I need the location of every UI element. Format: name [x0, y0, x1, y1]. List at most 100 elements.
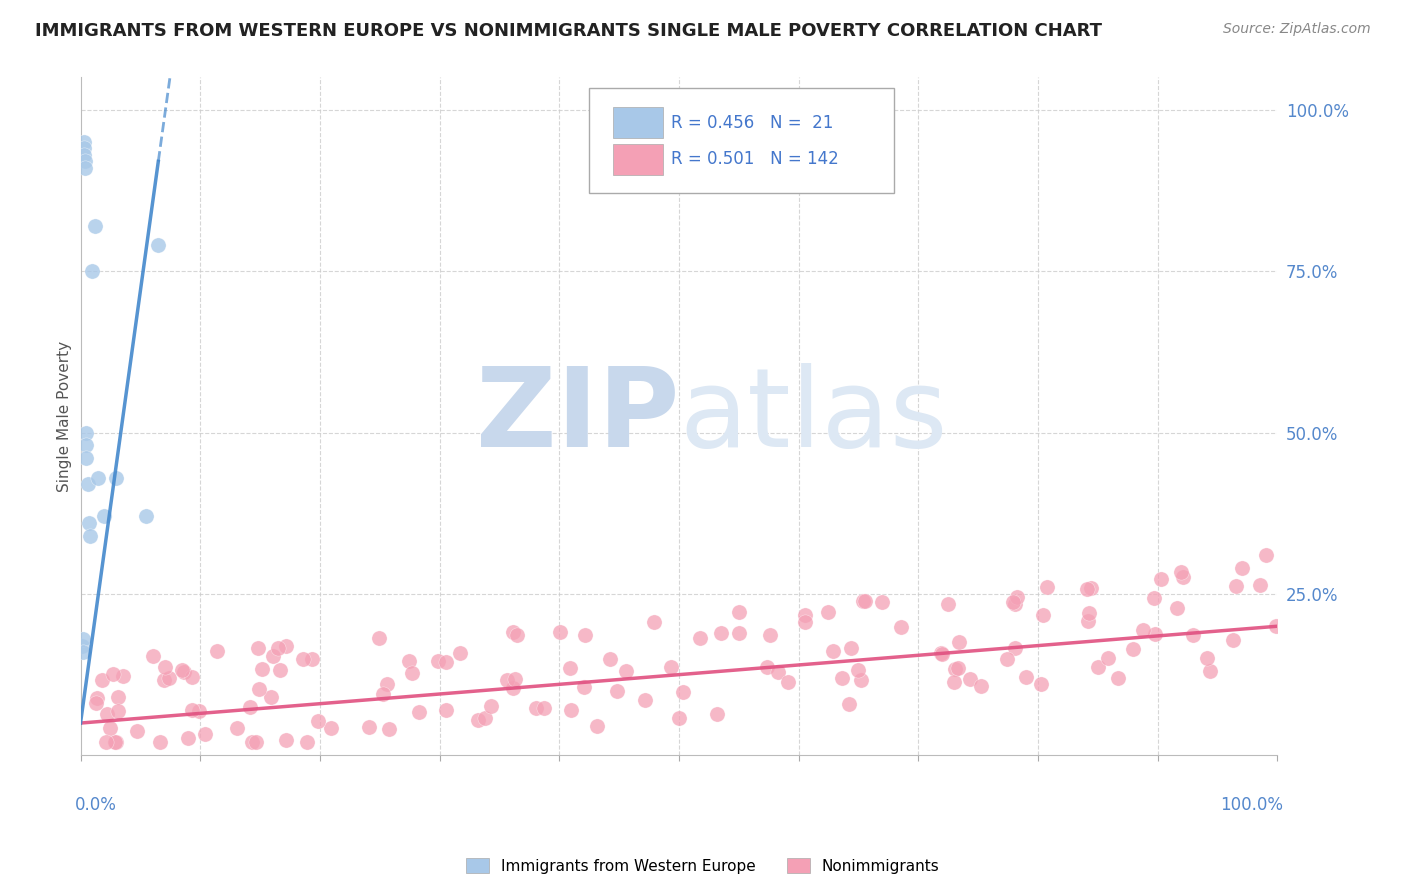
Point	[70, 639, 93, 653]
Point	[181, 702, 204, 716]
Point	[728, 605, 751, 619]
Point	[706, 706, 728, 721]
Text: R = 0.501   N = 142: R = 0.501 N = 142	[671, 151, 838, 169]
Point	[560, 703, 582, 717]
Point	[90, 673, 112, 687]
Point	[1076, 582, 1098, 596]
Text: Source: ZipAtlas.com: Source: ZipAtlas.com	[1223, 22, 1371, 37]
Point	[76, 451, 98, 466]
Point	[852, 594, 875, 608]
Point	[135, 509, 157, 524]
Point	[79, 529, 101, 543]
FancyBboxPatch shape	[589, 87, 894, 193]
Point	[995, 652, 1018, 666]
Point	[823, 644, 845, 658]
Point	[267, 640, 290, 655]
Point	[502, 625, 524, 640]
Point	[1032, 608, 1054, 623]
Point	[728, 626, 751, 640]
Text: 100.0%: 100.0%	[1220, 796, 1284, 814]
Point	[75, 154, 97, 169]
Point	[1077, 614, 1099, 628]
Point	[125, 723, 148, 738]
Point	[643, 615, 665, 629]
Point	[250, 662, 273, 676]
Point	[1087, 660, 1109, 674]
Point	[269, 664, 291, 678]
Point	[239, 699, 262, 714]
Point	[260, 690, 283, 704]
Point	[849, 673, 872, 688]
Point	[1004, 597, 1026, 611]
Point	[105, 471, 128, 485]
Point	[434, 655, 457, 669]
Point	[794, 615, 817, 629]
Point	[1230, 561, 1253, 575]
Point	[503, 672, 526, 686]
Point	[574, 628, 596, 642]
Point	[1015, 670, 1038, 684]
Point	[870, 595, 893, 609]
Point	[245, 735, 267, 749]
Point	[599, 652, 621, 666]
Point	[1080, 581, 1102, 595]
Point	[375, 677, 398, 691]
Point	[759, 628, 782, 642]
Point	[449, 646, 471, 660]
Point	[181, 670, 204, 684]
Point	[586, 718, 609, 732]
Point	[853, 594, 876, 608]
Point	[177, 731, 200, 745]
Point	[668, 711, 690, 725]
Point	[1035, 580, 1057, 594]
Point	[107, 690, 129, 704]
Point	[839, 640, 862, 655]
Point	[408, 705, 430, 719]
Point	[72, 645, 94, 659]
Point	[96, 735, 118, 749]
Point	[153, 659, 176, 673]
Text: IMMIGRANTS FROM WESTERN EUROPE VS NONIMMIGRANTS SINGLE MALE POVERTY CORRELATION : IMMIGRANTS FROM WESTERN EUROPE VS NONIMM…	[35, 22, 1102, 40]
Point	[560, 661, 582, 675]
Point	[936, 597, 959, 611]
Point	[398, 654, 420, 668]
Point	[292, 652, 315, 666]
Point	[148, 238, 170, 252]
Point	[1097, 650, 1119, 665]
Point	[1122, 641, 1144, 656]
Point	[710, 626, 733, 640]
Point	[205, 644, 228, 658]
Point	[689, 631, 711, 645]
Point	[943, 674, 966, 689]
Point	[319, 721, 342, 735]
Point	[614, 664, 637, 678]
Point	[1181, 628, 1204, 642]
Point	[427, 654, 450, 668]
Point	[672, 685, 695, 699]
Point	[76, 438, 98, 452]
Point	[467, 713, 489, 727]
Point	[83, 219, 105, 233]
Point	[931, 647, 953, 661]
Point	[301, 652, 323, 666]
Text: R = 0.456   N =  21: R = 0.456 N = 21	[671, 114, 832, 132]
Point	[846, 663, 869, 677]
Point	[1107, 671, 1129, 685]
Point	[970, 679, 993, 693]
Point	[1166, 601, 1188, 615]
Point	[307, 714, 329, 729]
Point	[506, 627, 529, 641]
Point	[1195, 651, 1218, 665]
Point	[929, 646, 952, 660]
Point	[152, 673, 174, 687]
Point	[378, 722, 401, 736]
Point	[247, 640, 270, 655]
Point	[73, 141, 96, 155]
Point	[111, 669, 134, 683]
Point	[524, 701, 547, 715]
Point	[1170, 565, 1192, 579]
Point	[661, 660, 683, 674]
Point	[533, 701, 555, 715]
Point	[247, 681, 270, 696]
Point	[274, 733, 297, 747]
